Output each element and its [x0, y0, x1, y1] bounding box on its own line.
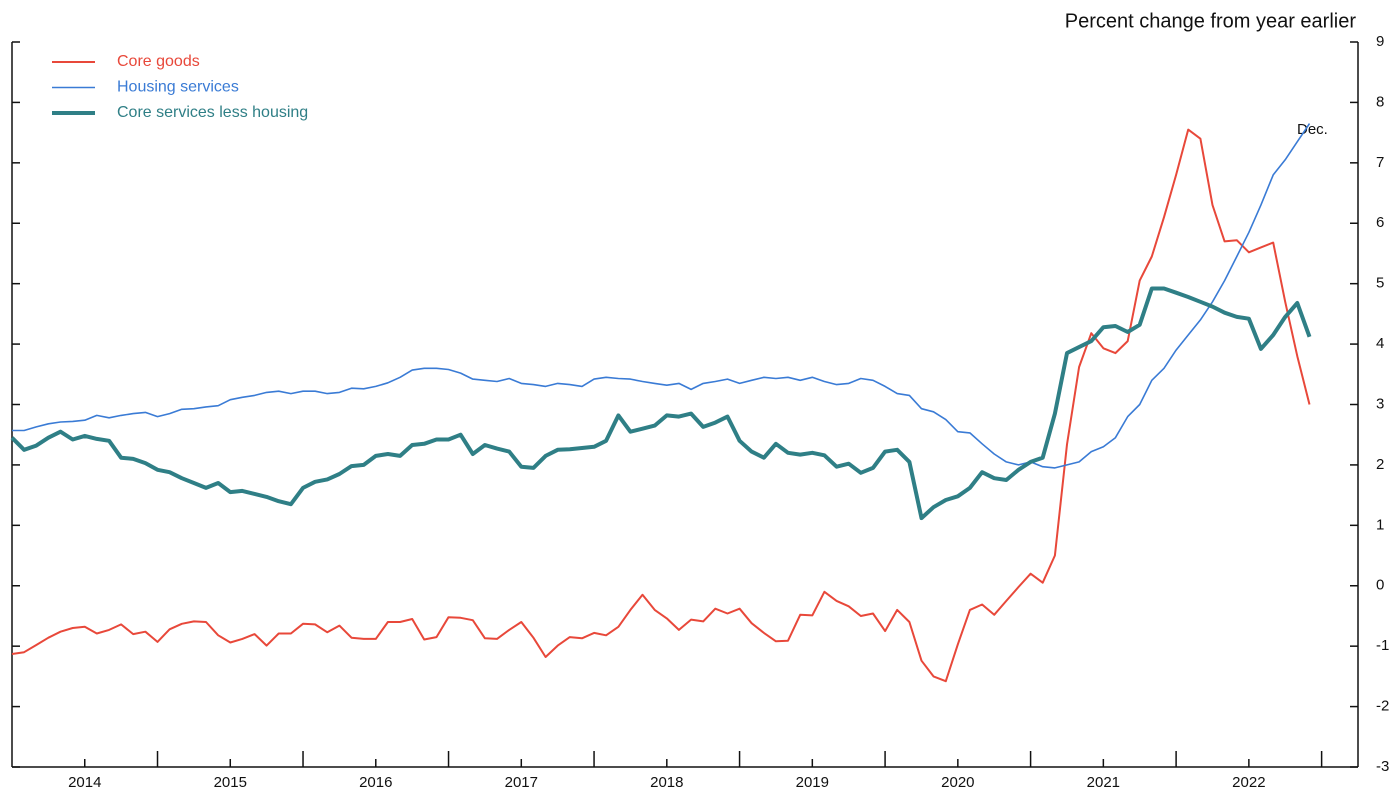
series-line: [10, 286, 1312, 521]
x-tick-label: 2019: [796, 774, 829, 791]
y-tick-label: 0: [1376, 577, 1384, 594]
y-tick-label: 5: [1376, 275, 1384, 292]
chart-title: Percent change from year earlier: [1065, 10, 1357, 32]
x-tick-label: 2018: [650, 774, 683, 791]
series-line: [11, 128, 1311, 683]
x-tick-label: 2017: [505, 774, 538, 791]
x-tick-label: 2016: [359, 774, 392, 791]
y-tick-label: -1: [1376, 637, 1389, 654]
y-tick-label: 8: [1376, 93, 1384, 110]
x-tick-label: 2021: [1087, 774, 1120, 791]
y-tick-label: 9: [1376, 33, 1384, 50]
legend-label: Core services less housing: [117, 104, 308, 121]
x-tick-label: 2014: [68, 774, 101, 791]
y-tick-label: -3: [1376, 758, 1389, 775]
series-line: [12, 123, 1311, 469]
y-tick-label: -2: [1376, 698, 1389, 715]
legend-label: Housing services: [117, 79, 239, 96]
x-tick-label: 2015: [214, 774, 247, 791]
y-tick-label: 1: [1376, 516, 1384, 533]
y-tick-label: 7: [1376, 154, 1384, 171]
y-tick-label: 6: [1376, 214, 1384, 231]
annotation: Dec.: [1297, 121, 1328, 138]
x-tick-label: 2022: [1232, 774, 1265, 791]
y-tick-label: 4: [1376, 335, 1384, 352]
y-tick-label: 3: [1376, 395, 1384, 412]
x-tick-label: 2020: [941, 774, 974, 791]
legend-label: Core goods: [117, 53, 200, 70]
y-tick-label: 2: [1376, 456, 1384, 473]
